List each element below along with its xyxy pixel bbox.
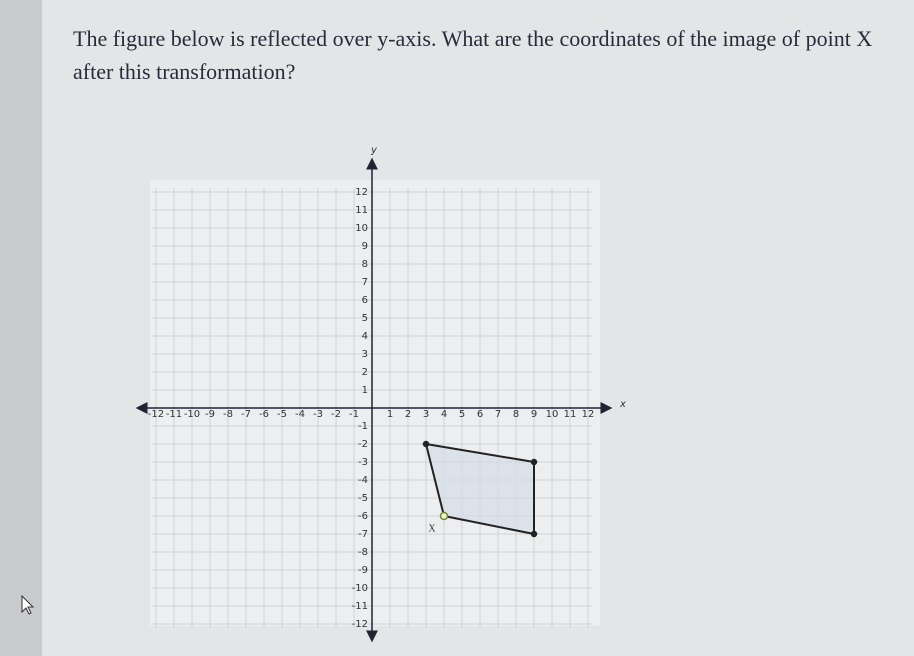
x-tick-label: 12 [582, 409, 595, 420]
x-axis-label: x [619, 399, 626, 410]
y-tick-label: -3 [358, 457, 368, 468]
point-x [439, 511, 449, 521]
y-tick-label: 3 [362, 349, 368, 360]
y-tick-label: -1 [358, 421, 368, 432]
x-tick-label: -4 [295, 409, 305, 420]
x-tick-label: 3 [423, 409, 429, 420]
cursor [21, 594, 35, 615]
x-tick-label: -10 [184, 409, 200, 420]
x-tick-label: 1 [387, 409, 393, 420]
x-tick-label: -8 [223, 409, 233, 420]
vertex [530, 458, 538, 466]
question: The figure below is reflected over y-axi… [73, 26, 873, 84]
y-tick-label: 10 [355, 223, 368, 234]
y-tick-label: -10 [352, 583, 368, 594]
vertex [422, 440, 430, 448]
x-tick-label: 2 [405, 409, 411, 420]
x-tick-label: -3 [313, 409, 323, 420]
x-tick-label: 8 [513, 409, 519, 420]
x-tick-label: 6 [477, 409, 483, 420]
y-tick-label: -8 [358, 547, 368, 558]
y-tick-label: 1 [362, 385, 368, 396]
y-axis-label: y [370, 145, 378, 156]
point-label: X [428, 523, 436, 534]
x-tick-label: -1 [349, 409, 359, 420]
vertex [530, 530, 538, 538]
y-tick-label: 6 [362, 295, 368, 306]
x-tick-label: -12 [148, 409, 164, 420]
y-tick-label: 7 [362, 277, 368, 288]
x-tick-label: 9 [531, 409, 537, 420]
x-tick-label: 10 [546, 409, 559, 420]
y-tick-label: -4 [358, 475, 368, 486]
y-tick-label: 12 [355, 187, 368, 198]
x-tick-label: -5 [277, 409, 287, 420]
y-tick-label: 2 [362, 367, 368, 378]
x-tick-label: -6 [259, 409, 269, 420]
y-tick-label: -9 [358, 565, 368, 576]
y-tick-label: 9 [362, 241, 368, 252]
y-tick-label: 4 [362, 331, 368, 342]
x-tick-label: -7 [241, 409, 251, 420]
y-tick-label: -11 [352, 601, 368, 612]
x-tick-label: 7 [495, 409, 501, 420]
x-tick-label: 5 [459, 409, 465, 420]
y-tick-label: -7 [358, 529, 368, 540]
x-tick-label: -9 [205, 409, 215, 420]
y-tick-label: -2 [358, 439, 368, 450]
y-tick-label: 5 [362, 313, 368, 324]
y-tick-label: 11 [355, 205, 368, 216]
y-tick-label: -12 [352, 619, 368, 630]
y-tick-label: 8 [362, 259, 368, 270]
x-tick-label: -11 [166, 409, 182, 420]
x-tick-label: -2 [331, 409, 341, 420]
y-tick-label: -6 [358, 511, 368, 522]
x-tick-label: 4 [441, 409, 447, 420]
y-tick-label: -5 [358, 493, 368, 504]
x-tick-label: 11 [564, 409, 577, 420]
grid-area [150, 180, 600, 626]
